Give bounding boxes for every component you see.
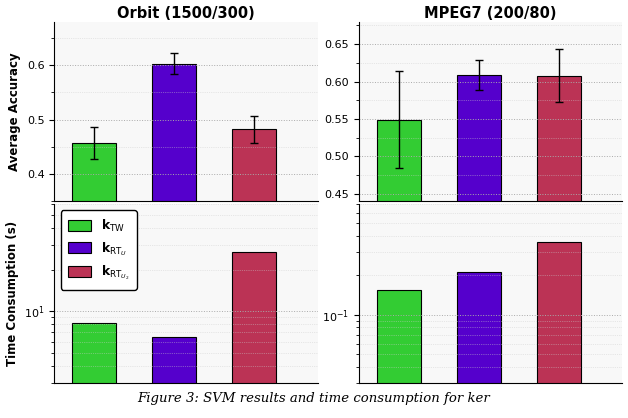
Legend: $\mathbf{k}_{\mathrm{TW}}$, $\mathbf{k}_{\mathrm{RT}_U}$, $\mathbf{k}_{\mathrm{R: $\mathbf{k}_{\mathrm{TW}}$, $\mathbf{k}_…: [60, 210, 137, 290]
Bar: [536, 76, 580, 418]
Bar: [72, 323, 116, 418]
Bar: [536, 242, 580, 418]
Y-axis label: Time Consumption (s): Time Consumption (s): [6, 221, 19, 366]
Bar: [377, 120, 421, 418]
Bar: [232, 129, 276, 391]
Y-axis label: Average Accuracy: Average Accuracy: [8, 52, 21, 171]
Title: MPEG7 (200/80): MPEG7 (200/80): [425, 5, 557, 20]
Bar: [152, 64, 196, 391]
Title: Orbit (1500/300): Orbit (1500/300): [117, 5, 255, 20]
Text: Figure 3: SVM results and time consumption for ker: Figure 3: SVM results and time consumpti…: [138, 393, 490, 405]
Bar: [72, 143, 116, 391]
Bar: [457, 273, 501, 418]
Bar: [457, 75, 501, 418]
Bar: [152, 337, 196, 418]
Bar: [232, 252, 276, 418]
Bar: [377, 290, 421, 418]
